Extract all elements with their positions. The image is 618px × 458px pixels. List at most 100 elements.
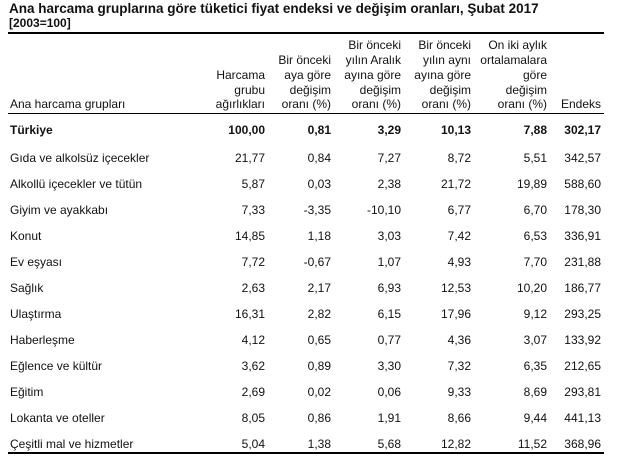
table-cell: 6,70	[523, 203, 547, 217]
table-cell: 5,04	[241, 437, 265, 451]
column-header: Bir önceki aya göre değişim oranı (%)	[278, 53, 331, 112]
table-cell: 0,02	[307, 385, 331, 399]
table-row: Haberleşme 4,12 0,65 0,77 4,36 3,07 133,92	[10, 333, 601, 347]
row-label: Eğlence ve kültür	[10, 359, 103, 373]
table-cell: 7,72	[241, 255, 265, 269]
row-label: Eğitim	[10, 385, 44, 399]
table-cell: 5,51	[523, 151, 547, 165]
table-cell: 1,38	[307, 437, 331, 451]
table-cell: 293,81	[564, 385, 601, 399]
table-cell: 100,00	[228, 123, 265, 137]
row-label: Sağlık	[10, 281, 44, 295]
table-cell: 4,36	[447, 333, 471, 347]
table-cell: 6,93	[377, 281, 401, 295]
table-cell: 0,03	[307, 177, 331, 191]
table-cell: 19,89	[516, 177, 547, 191]
table-cell: 7,70	[523, 255, 547, 269]
table-cell: 3,03	[377, 229, 401, 243]
table-cell: 368,96	[564, 437, 601, 451]
table-cell: 7,42	[447, 229, 471, 243]
table-cell: 133,92	[564, 333, 601, 347]
row-label: Giyim ve ayakkabı	[10, 203, 109, 217]
table-cell: 6,77	[447, 203, 471, 217]
table-cell: 9,12	[523, 307, 547, 321]
table-cell: 293,25	[564, 307, 601, 321]
table-cell: 1,07	[377, 255, 401, 269]
table-cell: 10,13	[440, 123, 471, 137]
table-cell: 212,65	[564, 359, 601, 373]
table-cell: 7,33	[241, 203, 265, 217]
table-cell: 3,07	[523, 333, 547, 347]
table-row: Eğlence ve kültür 3,62 0,89 3,30 7,32 6,35 212…	[10, 359, 601, 373]
table-cell: 16,31	[234, 307, 265, 321]
row-label: Çeşitli mal ve hizmetler	[10, 437, 134, 451]
table-row: Gıda ve alkolsüz içecekler 21,77 0,84 7,27 8…	[10, 151, 601, 165]
table-row: Ulaştırma 16,31 2,82 6,15 17,96 9,12 293,25	[10, 307, 601, 321]
table-row-total: Türkiye 100,00 0,81 3,29 10,13 7,88 302,17	[10, 123, 601, 137]
table-row: Ev eşyası 7,72 -0,67 1,07 4,93 7,70 231,88	[10, 255, 601, 269]
table-cell: -3,35	[303, 203, 331, 217]
table-cell: 21,77	[234, 151, 265, 165]
table-cell: 21,72	[440, 177, 471, 191]
table-cell: 2,38	[377, 177, 401, 191]
table-row: Çeşitli mal ve hizmetler 5,04 1,38 5,68 12,8…	[10, 437, 601, 451]
column-header: Ana harcama grupları	[10, 97, 126, 112]
table-subtitle: [2003=100]	[9, 16, 71, 30]
table-cell: 302,17	[564, 123, 601, 137]
table-cell: 7,27	[377, 151, 401, 165]
table-cell: 1,18	[307, 229, 331, 243]
table-cell: 12,53	[440, 281, 471, 295]
table-cell: 17,96	[440, 307, 471, 321]
table-cell: 11,52	[517, 437, 547, 451]
table-cell: 2,82	[307, 307, 331, 321]
table-cell: 0,81	[307, 123, 331, 137]
table-cell: 3,62	[241, 359, 265, 373]
top-rule	[8, 32, 604, 34]
table-cell: 0,06	[377, 385, 401, 399]
table-cell: 0,65	[307, 333, 331, 347]
table-cell: 4,93	[447, 255, 471, 269]
table-cell: 2,69	[241, 385, 265, 399]
table-cell: 6,35	[523, 359, 547, 373]
row-label: Lokanta ve oteller	[10, 411, 105, 425]
table-row: Lokanta ve oteller 8,05 0,86 1,91 8,66 9,44 44…	[10, 411, 601, 425]
header-row: Ana harcama grupları Harcama grubu ağırl…	[10, 38, 601, 112]
table-cell: 8,66	[447, 411, 471, 425]
table-cell: 186,77	[564, 281, 601, 295]
table-cell: 14,85	[234, 229, 265, 243]
table-cell: 0,77	[377, 333, 401, 347]
table-cell: 0,84	[307, 151, 331, 165]
table-cell: 9,44	[523, 411, 547, 425]
bottom-rule	[8, 452, 604, 454]
table-cell: 342,57	[564, 151, 601, 165]
table-cell: 7,32	[447, 359, 471, 373]
table-cell: 8,69	[523, 385, 547, 399]
table-cell: 5,68	[377, 437, 401, 451]
row-label: Ev eşyası	[10, 255, 63, 269]
table-cell: 0,89	[307, 359, 331, 373]
table-cell: 0,86	[307, 411, 331, 425]
table-cell: 178,30	[564, 203, 601, 217]
row-label: Haberleşme	[10, 333, 75, 347]
table-cell: 4,12	[241, 333, 265, 347]
table-cell: 5,87	[241, 177, 265, 191]
table-cell: 3,30	[377, 359, 401, 373]
table-cell: 231,88	[564, 255, 601, 269]
table-row: Sağlık 2,63 2,17 6,93 12,53 10,20 186,77	[10, 281, 601, 295]
table-cell: 6,15	[377, 307, 401, 321]
row-label: Alkollü içecekler ve tütün	[10, 177, 143, 191]
table-cell: 9,33	[447, 385, 471, 399]
header-rule	[8, 113, 604, 114]
column-header: Endeks	[560, 97, 601, 112]
table-row: Giyim ve ayakkabı 7,33 -3,35 -10,10 6,77 6,70…	[10, 203, 601, 217]
table-row: Alkollü içecekler ve tütün 5,87 0,03 2,38 21…	[10, 177, 601, 191]
table-row: Konut 14,85 1,18 3,03 7,42 6,53 336,91	[10, 229, 601, 243]
column-header: Bir önceki yılın aynı ayına göre değişim…	[414, 38, 471, 112]
table-cell: 2,17	[307, 281, 331, 295]
table-cell: 336,91	[564, 229, 601, 243]
table-cell: 7,88	[523, 123, 547, 137]
table-title: Ana harcama gruplarına göre tüketici fiy…	[9, 1, 539, 16]
row-label: Türkiye	[10, 123, 53, 137]
table-row: Eğitim 2,69 0,02 0,06 9,33 8,69 293,81	[10, 385, 601, 399]
table-cell: 3,29	[377, 123, 401, 137]
